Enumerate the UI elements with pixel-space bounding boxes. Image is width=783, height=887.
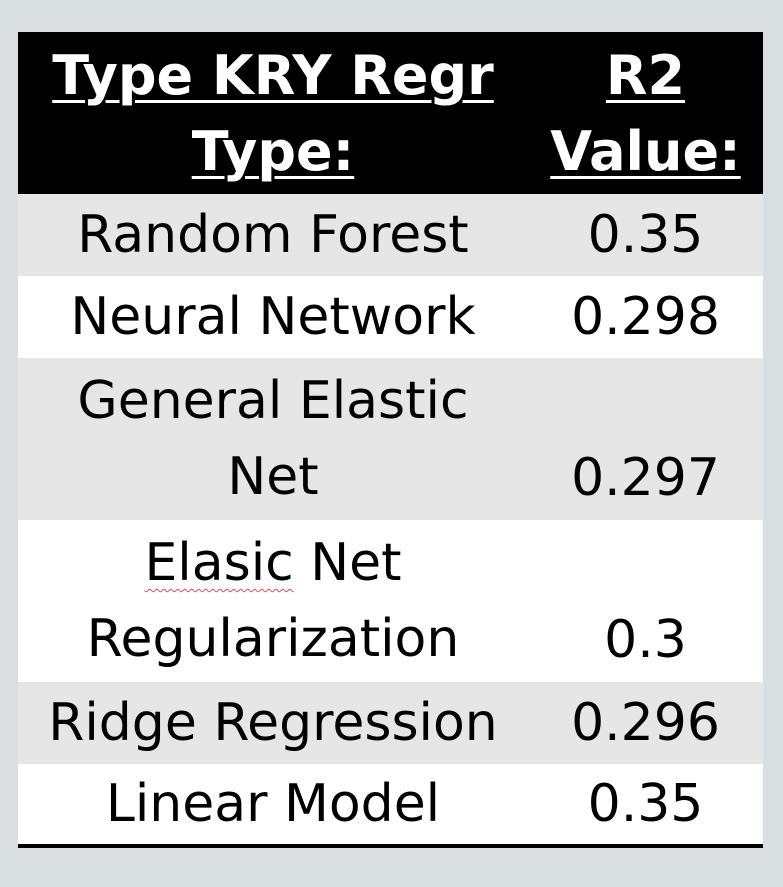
row-type: Linear Model <box>18 764 528 848</box>
row-type: General Elastic Net <box>18 358 528 520</box>
table-row: Ridge Regression 0.296 <box>18 682 763 764</box>
row-type-line1-rest: Net <box>293 533 402 593</box>
row-r2-value: 0.297 <box>528 358 763 520</box>
row-type-line2: Regularization <box>86 609 460 669</box>
regression-results-table: Type KRY Regr Type: R2 Value: Random For… <box>18 32 763 848</box>
row-r2-value: 0.298 <box>528 276 763 358</box>
header-type-line1: Type KRY Regr <box>52 44 494 107</box>
row-type: Elasic Net Regularization <box>18 520 528 682</box>
row-type-line1-misspelled: Elasic <box>144 533 294 593</box>
header-r2-line1: R2 <box>605 44 686 107</box>
table-row: General Elastic Net 0.297 <box>18 358 763 520</box>
table-row: Linear Model 0.35 <box>18 764 763 848</box>
row-r2-value: 0.296 <box>528 682 763 764</box>
table-row: Neural Network 0.298 <box>18 276 763 358</box>
row-r2-value: 0.35 <box>528 764 763 848</box>
header-type: Type KRY Regr Type: <box>18 32 528 194</box>
table-row: Elasic Net Regularization 0.3 <box>18 520 763 682</box>
row-type: Random Forest <box>18 194 528 276</box>
row-type: Ridge Regression <box>18 682 528 764</box>
table-header-row: Type KRY Regr Type: R2 Value: <box>18 32 763 194</box>
header-r2-line2: Value: <box>550 120 741 183</box>
row-type-line2: Net <box>227 447 319 507</box>
row-type-line1: General Elastic <box>77 371 469 431</box>
table-row: Random Forest 0.35 <box>18 194 763 276</box>
results-table-container: Type KRY Regr Type: R2 Value: Random For… <box>18 32 763 848</box>
header-r2: R2 Value: <box>528 32 763 194</box>
row-type: Neural Network <box>18 276 528 358</box>
row-r2-value: 0.35 <box>528 194 763 276</box>
header-type-line2: Type: <box>191 120 355 183</box>
row-r2-value: 0.3 <box>528 520 763 682</box>
